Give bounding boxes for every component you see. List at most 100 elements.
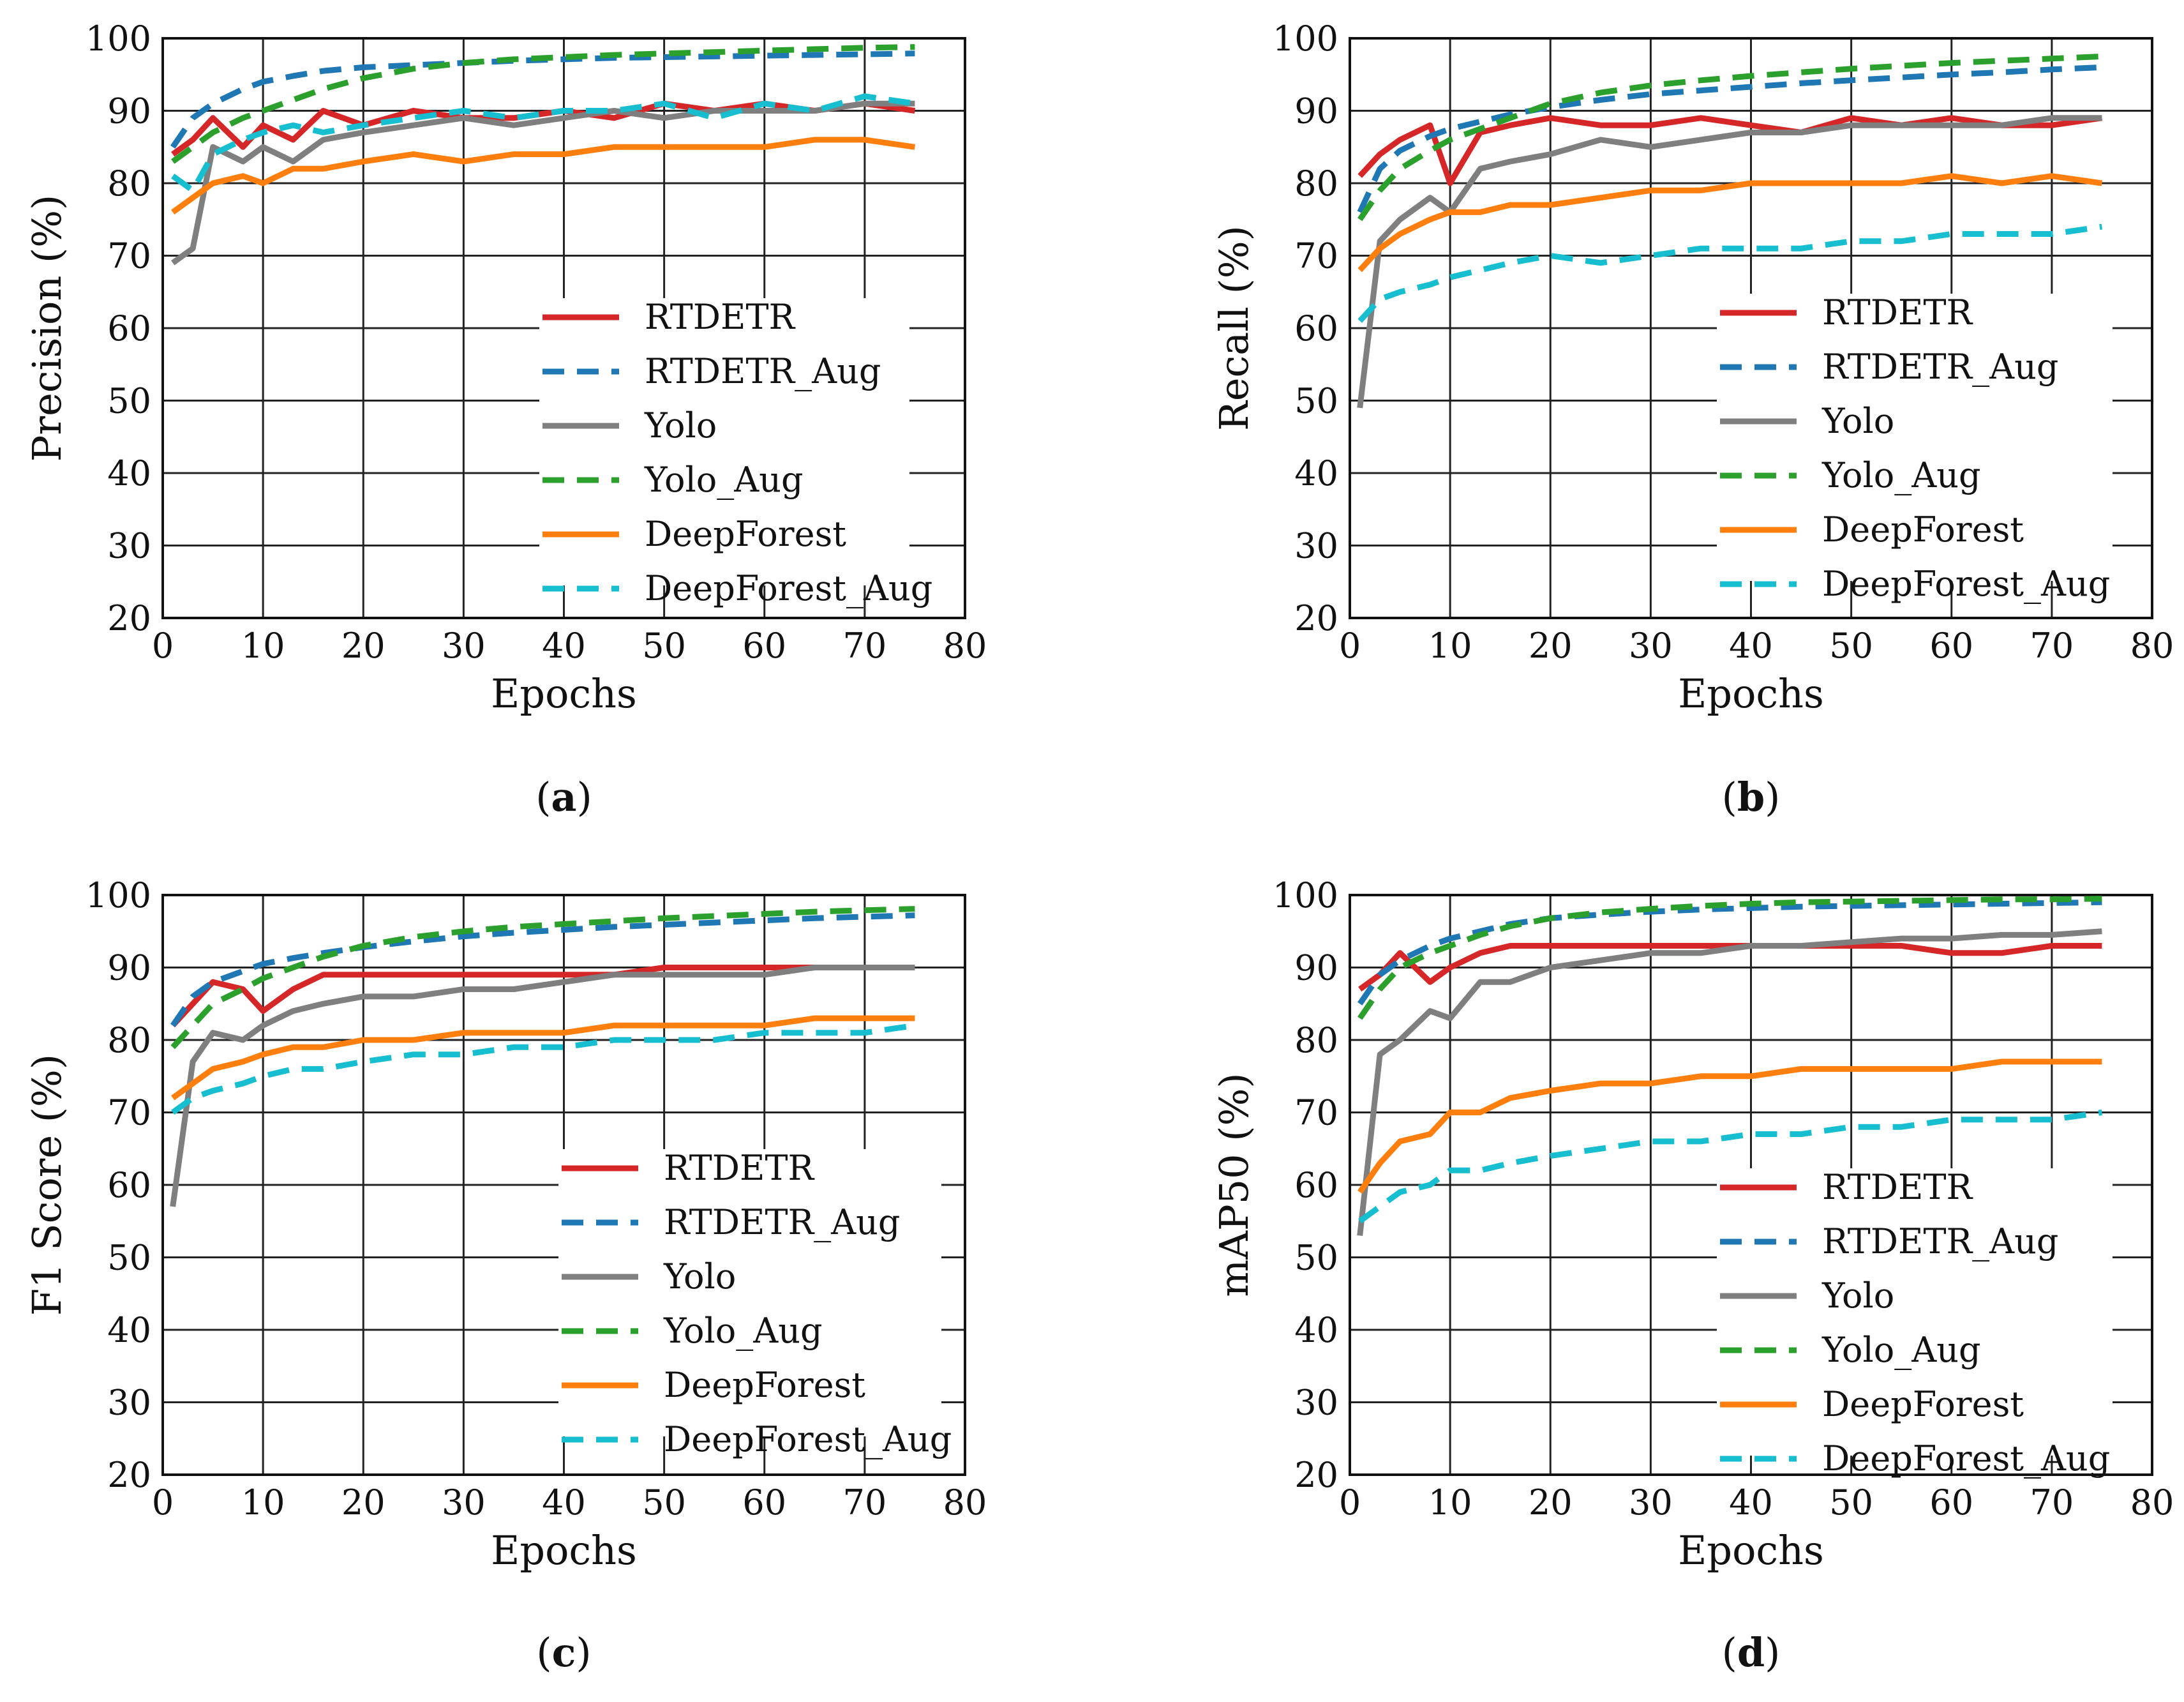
chart-panel-a: 0 10 20 30 40 50 60 70 80 20 30 40 50 60 70 80 90 100 Epoc… xyxy=(24,19,987,820)
x-tick-label: 0 xyxy=(1339,1482,1361,1523)
x-tick-label: 20 xyxy=(341,1482,385,1523)
panel-caption: (d) xyxy=(1722,1629,1781,1676)
x-tick-label: 60 xyxy=(742,1482,786,1523)
x-tick-label: 30 xyxy=(1629,1482,1673,1523)
y-tick-label: 90 xyxy=(1294,948,1338,988)
x-tick-label: 70 xyxy=(843,1482,887,1523)
y-tick-label: 30 xyxy=(1294,526,1338,566)
series-line-rtdetr xyxy=(1358,115,2103,186)
y-tick-label: 40 xyxy=(107,453,151,493)
y-tick-label: 70 xyxy=(107,236,151,276)
legend-entry: DeepForest_Aug xyxy=(1822,564,2110,604)
y-tick-label: 100 xyxy=(1273,875,1338,915)
series-line-yolo xyxy=(1357,928,2102,1236)
legend-entry: RTDETR xyxy=(664,1148,814,1188)
legend-entry: Yolo xyxy=(663,1256,736,1297)
legend-entry: RTDETR_Aug xyxy=(664,1202,900,1242)
series-line-yolo xyxy=(170,965,915,1207)
x-tick-label: 20 xyxy=(1529,626,1573,666)
legend-entry: DeepForest xyxy=(664,1365,865,1405)
series-line-rtdetr-aug xyxy=(1357,64,2102,214)
legend-entry: Yolo xyxy=(644,405,717,446)
series-line-yolo-aug xyxy=(1357,896,2102,1020)
y-tick-label: 50 xyxy=(1294,1238,1338,1278)
x-axis-label: Epochs xyxy=(1678,1527,1824,1574)
y-tick-label: 60 xyxy=(107,308,151,349)
x-tick-label: 20 xyxy=(341,626,385,666)
x-tick-label: 80 xyxy=(943,1482,987,1523)
series-line-yolo-aug xyxy=(171,44,915,164)
legend-entry: RTDETR xyxy=(645,297,795,337)
chart-panel-c: 0 10 20 30 40 50 60 70 80 20 30 40 50 60 70 80 90 100 Epoc… xyxy=(24,875,987,1676)
y-tick-label: 40 xyxy=(1294,1310,1338,1350)
x-tick-label: 70 xyxy=(2030,626,2074,666)
panel-caption-letter: b xyxy=(1737,774,1765,820)
legend-entry: RTDETR_Aug xyxy=(1822,347,2058,387)
x-tick-label: 80 xyxy=(943,626,987,666)
legend-box xyxy=(1717,1168,2113,1456)
y-axis-label: Recall (%) xyxy=(1211,225,1257,431)
y-tick-label: 80 xyxy=(1294,1020,1338,1060)
x-tick-label: 30 xyxy=(442,626,486,666)
series-line-rtdetr xyxy=(1358,943,2102,992)
series-line-rtdetr xyxy=(170,965,915,1028)
x-tick-label: 10 xyxy=(241,626,285,666)
legend-entry: Yolo_Aug xyxy=(1821,455,1981,495)
y-tick-label: 50 xyxy=(107,381,151,421)
y-tick-label: 100 xyxy=(86,19,151,59)
y-tick-label: 80 xyxy=(1294,163,1338,204)
x-tick-label: 60 xyxy=(1929,626,1973,666)
x-tick-label: 40 xyxy=(1729,1482,1773,1523)
x-tick-label: 30 xyxy=(442,1482,486,1523)
series-line-yolo xyxy=(171,100,915,266)
series-line-rtdetr-aug xyxy=(170,912,915,1027)
y-tick-label: 100 xyxy=(86,875,151,915)
panel-caption-letter: c xyxy=(552,1629,576,1676)
legend-entry: RTDETR_Aug xyxy=(1822,1221,2058,1261)
legend-entry: Yolo_Aug xyxy=(663,1311,823,1351)
y-tick-label: 20 xyxy=(1294,1455,1338,1495)
y-tick-label: 60 xyxy=(107,1165,151,1205)
x-tick-label: 0 xyxy=(152,1482,174,1523)
x-tick-label: 60 xyxy=(742,626,786,666)
y-tick-label: 20 xyxy=(107,1455,151,1495)
panel-caption: (a) xyxy=(535,774,592,820)
x-tick-label: 30 xyxy=(1629,626,1673,666)
panel-caption: (c) xyxy=(536,1629,591,1676)
chart-panel-b: 0 10 20 30 40 50 60 70 80 20 30 40 50 60 70 80 90 100 Epoc… xyxy=(1211,19,2174,820)
y-tick-label: 30 xyxy=(107,526,151,566)
y-tick-label: 70 xyxy=(1294,1093,1338,1133)
plot-frame xyxy=(161,37,966,619)
y-tick-label: 80 xyxy=(107,1020,151,1060)
legend-box xyxy=(1717,294,2113,581)
y-tick-label: 40 xyxy=(1294,453,1338,493)
x-axis-label: Epochs xyxy=(491,1527,637,1574)
panel-caption: (b) xyxy=(1722,774,1781,820)
x-tick-label: 60 xyxy=(1929,1482,1973,1523)
legend-entry: DeepForest xyxy=(1822,1384,2024,1424)
series-line-yolo xyxy=(1357,115,2102,409)
panel-caption-letter: d xyxy=(1737,1629,1765,1676)
x-axis-label: Epochs xyxy=(491,670,637,717)
y-tick-label: 40 xyxy=(107,1310,151,1350)
y-tick-label: 30 xyxy=(1294,1383,1338,1423)
y-axis-label: F1 Score (%) xyxy=(24,1054,70,1316)
y-tick-label: 90 xyxy=(107,948,151,988)
y-tick-label: 20 xyxy=(1294,598,1338,638)
legend-entry: Yolo_Aug xyxy=(644,460,804,500)
legend-box xyxy=(539,298,909,585)
y-tick-label: 30 xyxy=(107,1383,151,1423)
y-tick-label: 70 xyxy=(107,1093,151,1133)
legend-entry: DeepForest xyxy=(1822,509,2024,550)
x-tick-label: 70 xyxy=(2030,1482,2074,1523)
series-line-deepforest xyxy=(1358,1058,2102,1194)
y-tick-label: 90 xyxy=(1294,91,1338,132)
x-tick-label: 40 xyxy=(542,1482,586,1523)
legend-entry: DeepForest_Aug xyxy=(664,1419,952,1459)
y-axis-label: mAP50 (%) xyxy=(1211,1073,1257,1297)
x-tick-label: 40 xyxy=(1729,626,1773,666)
x-tick-label: 0 xyxy=(1339,626,1361,666)
series-line-deepforest-aug xyxy=(1358,1110,2103,1224)
legend-entry: DeepForest_Aug xyxy=(645,568,932,608)
